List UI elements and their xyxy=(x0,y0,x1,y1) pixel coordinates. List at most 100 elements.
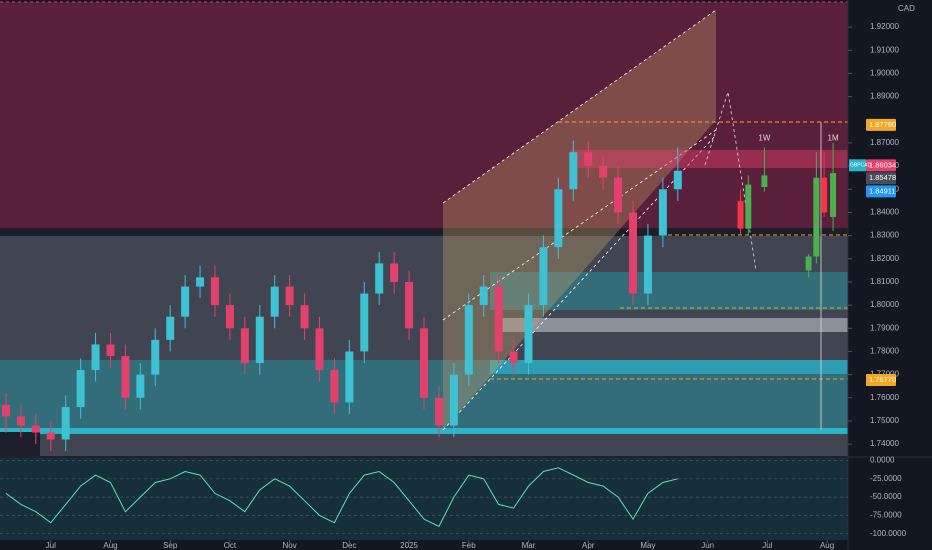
y-tick-label: 1.91000 xyxy=(870,45,899,54)
x-tick-label: Nov xyxy=(283,541,297,550)
candle-body xyxy=(390,263,399,282)
candle-body xyxy=(737,200,744,229)
candle-body xyxy=(643,235,652,294)
y-tick-label: 1.89000 xyxy=(870,92,899,101)
resistance-band xyxy=(570,150,848,168)
channel-line xyxy=(442,9,717,204)
candle-body xyxy=(31,425,40,433)
candle-body xyxy=(569,152,578,190)
supply-zone xyxy=(0,2,848,228)
level-band xyxy=(498,318,848,332)
candle-body xyxy=(494,286,503,352)
x-tick-label: Apr xyxy=(582,541,595,550)
candle-body xyxy=(285,286,294,306)
currency-label: CAD xyxy=(898,4,915,13)
y-tick-label: 1.83000 xyxy=(870,231,899,240)
price-label-bg xyxy=(866,118,896,131)
x-tick-label: Dec xyxy=(342,541,356,550)
annotation: 1W xyxy=(758,133,770,142)
candle-body xyxy=(210,277,219,306)
zone-gap xyxy=(0,228,848,236)
y-tick-label: 1.78000 xyxy=(870,347,899,356)
y-tick-label: 1.80000 xyxy=(870,300,899,309)
level-band xyxy=(0,428,848,434)
osc-tick-label: 0.0000 xyxy=(870,456,895,465)
price-label: 1.84911 xyxy=(869,186,896,195)
candle-body xyxy=(673,170,682,190)
y-tick-label: 1.74000 xyxy=(870,439,899,448)
candle-body xyxy=(434,397,443,426)
osc-tick-label: -25.0000 xyxy=(870,474,902,483)
candle-body xyxy=(599,166,608,178)
candle-body xyxy=(658,189,667,236)
candle-body xyxy=(345,351,354,403)
x-tick-label: Feb xyxy=(462,541,476,550)
candle-body xyxy=(813,177,820,257)
candle-body xyxy=(46,432,55,440)
y-tick-label: 1.87000 xyxy=(870,138,899,147)
candle-body xyxy=(420,328,428,398)
candle-body xyxy=(614,177,623,213)
candle-body xyxy=(315,328,324,370)
zone-gap xyxy=(0,432,40,456)
price-label-bg xyxy=(866,159,896,172)
candle-body xyxy=(330,369,339,403)
candle-body xyxy=(821,177,828,213)
price-label-bg xyxy=(866,172,896,185)
candle-body xyxy=(166,316,175,340)
x-tick-label: May xyxy=(640,541,655,550)
y-tick-label: 1.76000 xyxy=(870,393,899,402)
candle-body xyxy=(539,247,548,306)
candle-body xyxy=(16,416,25,426)
candle-body xyxy=(240,328,249,364)
channel-line xyxy=(442,129,717,321)
candle-body xyxy=(375,263,384,294)
channel xyxy=(443,10,716,430)
y-tick-label: 1.90000 xyxy=(870,69,899,78)
candle-body xyxy=(449,374,458,426)
level-band xyxy=(490,360,848,374)
osc-tick-label: -50.0000 xyxy=(870,492,902,501)
candle-body xyxy=(554,189,563,248)
annotation: 1M xyxy=(828,133,839,142)
y-tick-label: 1.92000 xyxy=(870,22,899,31)
symbol-label-bg xyxy=(849,159,866,172)
candle-body xyxy=(479,286,488,306)
oscillator-line xyxy=(5,467,678,528)
candle-body xyxy=(61,407,70,440)
price-label-bg xyxy=(866,373,896,386)
x-tick-label: Sep xyxy=(163,541,178,550)
y-tick-label: 1.75000 xyxy=(870,416,899,425)
projection-path xyxy=(704,91,757,271)
candle-body xyxy=(196,277,205,287)
candle-body xyxy=(91,344,100,370)
demand-zone xyxy=(490,272,848,310)
symbol-label: GBPCAD xyxy=(850,163,872,169)
candle-body xyxy=(629,212,638,294)
candle-body xyxy=(270,286,279,317)
candle-body xyxy=(181,286,190,317)
candle-body xyxy=(405,281,414,329)
osc-tick-label: -100.0000 xyxy=(870,529,907,538)
candle-body xyxy=(805,256,812,271)
candle-body xyxy=(225,305,234,329)
candle-body xyxy=(76,369,85,408)
x-tick-label: Jul xyxy=(46,541,56,550)
oscillator-panel xyxy=(0,458,848,540)
candle-body xyxy=(106,344,115,357)
y-tick-label: 1.81000 xyxy=(870,277,899,286)
candle-body xyxy=(136,374,145,398)
candle-body xyxy=(464,305,473,375)
x-tick-label: Jun xyxy=(701,541,714,550)
price-label: 1.87780 xyxy=(869,120,896,129)
candle-body xyxy=(830,173,837,218)
candle-body xyxy=(151,339,160,375)
x-tick-label: Oct xyxy=(224,541,237,550)
candle-body xyxy=(300,305,309,329)
candle-body xyxy=(509,351,518,364)
y-tick-label: 1.84000 xyxy=(870,208,899,217)
x-tick-label: Aug xyxy=(820,541,834,550)
x-tick-label: Aug xyxy=(103,541,117,550)
candle-body xyxy=(360,293,369,352)
